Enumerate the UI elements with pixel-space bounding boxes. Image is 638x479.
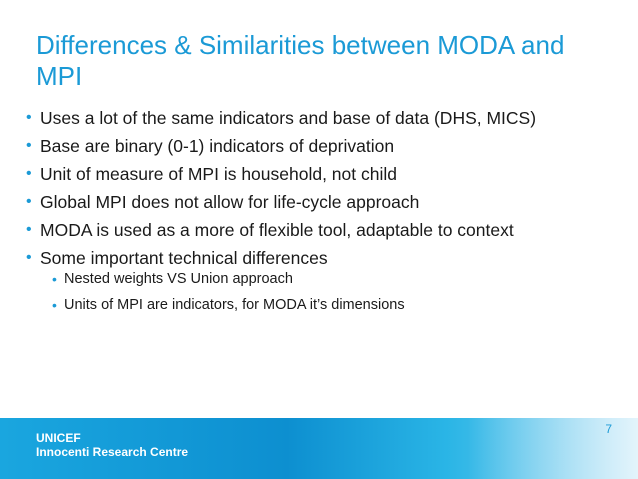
bullet-icon: • [52,271,57,287]
bullet-icon: • [26,221,32,238]
bullet-icon: • [26,193,32,210]
bullet-item: • Unit of measure of MPI is household, no… [26,163,616,185]
bullet-item: • Global MPI does not allow for life-cycl… [26,191,616,213]
bullet-icon: • [26,109,32,126]
bullet-text: Some important technical differences [40,248,328,268]
bullet-item: • Base are binary (0-1) indicators of dep… [26,135,616,157]
bullet-text: Uses a lot of the same indicators and ba… [40,108,537,128]
bullet-text: Global MPI does not allow for life-cycle… [40,192,420,212]
sub-bullet-text: Nested weights VS Union approach [64,271,293,287]
slide-title: Differences & Similarities between MODA … [36,30,565,91]
bullet-icon: • [26,165,32,182]
bullet-text: Unit of measure of MPI is household, not… [40,164,397,184]
bullet-item: • Uses a lot of the same indicators and b… [26,107,616,129]
bullet-item: • Some important technical differences • N… [26,247,616,315]
footer-fade [468,418,638,479]
bullet-icon: • [26,137,32,154]
bullet-item: • MODA is used as a more of flexible tool… [26,219,616,241]
sub-bullet-item: • Nested weights VS Union approach [52,269,616,289]
bullet-icon: • [26,249,32,266]
bullet-text: MODA is used as a more of flexible tool,… [40,220,514,240]
footer-org-line1: UNICEF [36,431,81,445]
sub-bullet-item: • Units of MPI are indicators, for MODA i… [52,295,616,315]
page-number: 7 [605,422,612,436]
bullet-list: • Uses a lot of the same indicators and b… [26,107,616,321]
bullet-text: Base are binary (0-1) indicators of depr… [40,136,395,156]
sub-bullet-text: Units of MPI are indicators, for MODA it… [64,297,405,313]
sub-bullet-list: • Nested weights VS Union approach • Units… [40,269,616,315]
bullet-icon: • [52,297,57,313]
footer-org-line2: Innocenti Research Centre [36,445,189,459]
